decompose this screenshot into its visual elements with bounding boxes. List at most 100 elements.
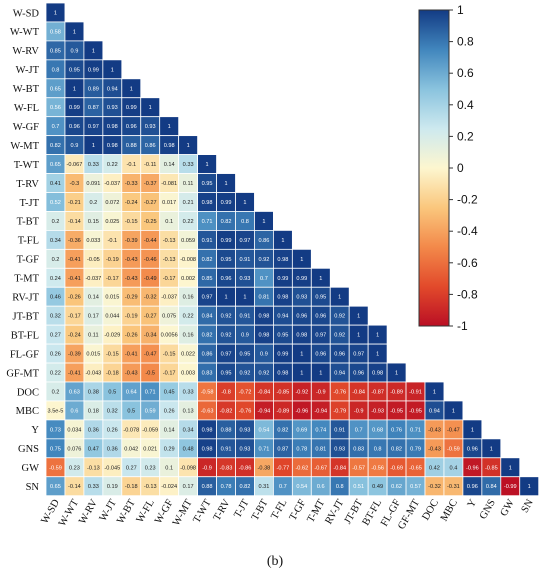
cell-value-label: 1 [300,352,303,358]
cell-value-label: 0.97 [353,352,364,358]
cell-value-label: -0.067 [66,162,82,168]
cell-value-label: 0.2 [52,257,60,263]
cell-value-label: 1 [54,10,57,16]
cell-value-label: -0.95 [390,408,403,414]
cell-value-label: -0.36 [68,238,81,244]
cell-value-label: 0.97 [88,124,99,130]
cell-value-label: 0.97 [202,295,213,301]
cell-value-label: 0.73 [50,427,61,433]
cell-value-label: 0.36 [88,427,99,433]
cell-value-label: 0.21 [183,200,194,206]
cell-value-label: 0.93 [296,295,307,301]
cell-value-label: 0.78 [221,484,232,490]
cell-value-label: 0.42 [429,465,440,471]
cell-value-label: -0.44 [144,238,157,244]
cell-value-label: 0.92 [334,333,345,339]
cell-value-label: 0.96 [353,371,364,377]
cell-value-label: 0.34 [50,238,61,244]
cell-value-label: 1 [490,446,493,452]
cell-value-label: 0.99 [277,276,288,282]
cell-value-label: -0.56 [371,465,384,471]
cell-value-label: 0.82 [202,333,213,339]
cell-value-label: 0.6 [317,484,325,490]
cell-value-label: 0.015 [86,352,100,358]
cell-value-label: 0.82 [277,427,288,433]
cell-value-label: -0.1 [126,162,136,168]
cell-value-label: -0.19 [125,314,138,320]
cell-value-label: -0.9 [354,408,364,414]
cell-value-label: 0.98 [202,427,213,433]
cell-value-label: 0.98 [202,446,213,452]
cell-value-label: -0.43 [428,427,441,433]
cell-value-label: 0.96 [315,352,326,358]
cell-value-label: 0.95 [277,333,288,339]
cell-value-label: 0.51 [353,484,364,490]
row-label: DOC [17,387,39,398]
cell-value-label: 0.93 [107,105,118,111]
cell-value-label: 0.94 [277,314,288,320]
cell-value-label: 0.99 [69,105,80,111]
cell-value-label: 0.96 [69,124,80,130]
cell-value-label: 0.92 [258,371,269,377]
cell-value-label: 0.81 [258,295,269,301]
heatmap-cells: 10.58 10.85 0.9 10.8 0.95 0.99 10.65 1 0.89 0.94 1… [45,2,540,497]
cell-value-label: -0.024 [161,484,177,490]
cell-value-label: 0.034 [67,427,81,433]
cell-value-label: 0.26 [50,352,61,358]
cell-value-label: -0.18 [106,371,119,377]
cell-value-label: 0.45 [164,389,175,395]
cell-value-label: 0.1 [165,465,173,471]
cell-value-label: 0.003 [181,371,195,377]
cell-value-label: -0.37 [144,181,157,187]
cell-value-label: 1 [149,105,152,111]
cell-value-label: 0.94 [107,86,118,92]
cell-value-label: 0.54 [258,427,269,433]
cell-value-label: 0.15 [88,219,99,225]
cell-value-label: 0.23 [145,465,156,471]
row-label: W-MT [10,141,39,152]
row-label: W-SD [13,8,40,19]
cell-value-label: 0.2 [52,219,60,225]
cell-value-label: -0.14 [68,219,81,225]
cell-value-label: 0.96 [334,352,345,358]
cell-value-label: 1 [376,352,379,358]
cell-value-label: -0.38 [258,465,271,471]
cell-value-label: 1 [224,181,227,187]
colorbar-tick-label: 0.2 [457,129,474,143]
cell-value-label: -0.77 [277,465,290,471]
cell-value-label: 0.59 [145,408,156,414]
cell-value-label: 1 [168,124,171,130]
cell-value-label: 0.22 [107,162,118,168]
cell-value-label: 0.99 [221,238,232,244]
row-label: RV-JT [12,293,39,304]
cell-value-label: -0.3 [70,181,80,187]
column-label: GW [499,498,517,519]
cell-value-label: -0.85 [485,465,498,471]
row-label: Y [31,425,39,436]
cell-value-label: -0.34 [144,333,157,339]
cell-value-label: 0.76 [391,427,402,433]
cell-value-label: 1 [243,295,246,301]
cell-value-label: -0.8 [221,389,231,395]
cell-value-label: 1 [376,333,379,339]
row-label: T-JT [20,198,40,209]
cell-value-label: 0.81 [315,446,326,452]
cell-value-label: -0.99 [504,484,517,490]
cell-value-label: -0.92 [295,389,308,395]
cell-value-label: -0.13 [87,465,100,471]
cell-value-label: 0.33 [88,162,99,168]
cell-value-label: 0.95 [221,371,232,377]
cell-value-label: 0.95 [69,67,80,73]
cell-value-label: -0.008 [180,257,196,263]
cell-value-label: 1 [187,143,190,149]
cell-value-label: 0.82 [202,257,213,263]
cell-value-label: 0.95 [202,181,213,187]
cell-value-label: -0.26 [68,295,81,301]
cell-value-label: 1 [243,200,246,206]
row-label: T-BT [17,217,40,228]
row-labels: W-SD W-WT W-RV W-JT W-BT W-FL W-GF W-MT T-WT T-RV… [6,8,39,493]
cell-value-label: 0.29 [164,446,175,452]
cell-value-label: 0.96 [467,484,478,490]
cell-value-label: 0.38 [88,389,99,395]
cell-value-label: -0.081 [161,181,177,187]
